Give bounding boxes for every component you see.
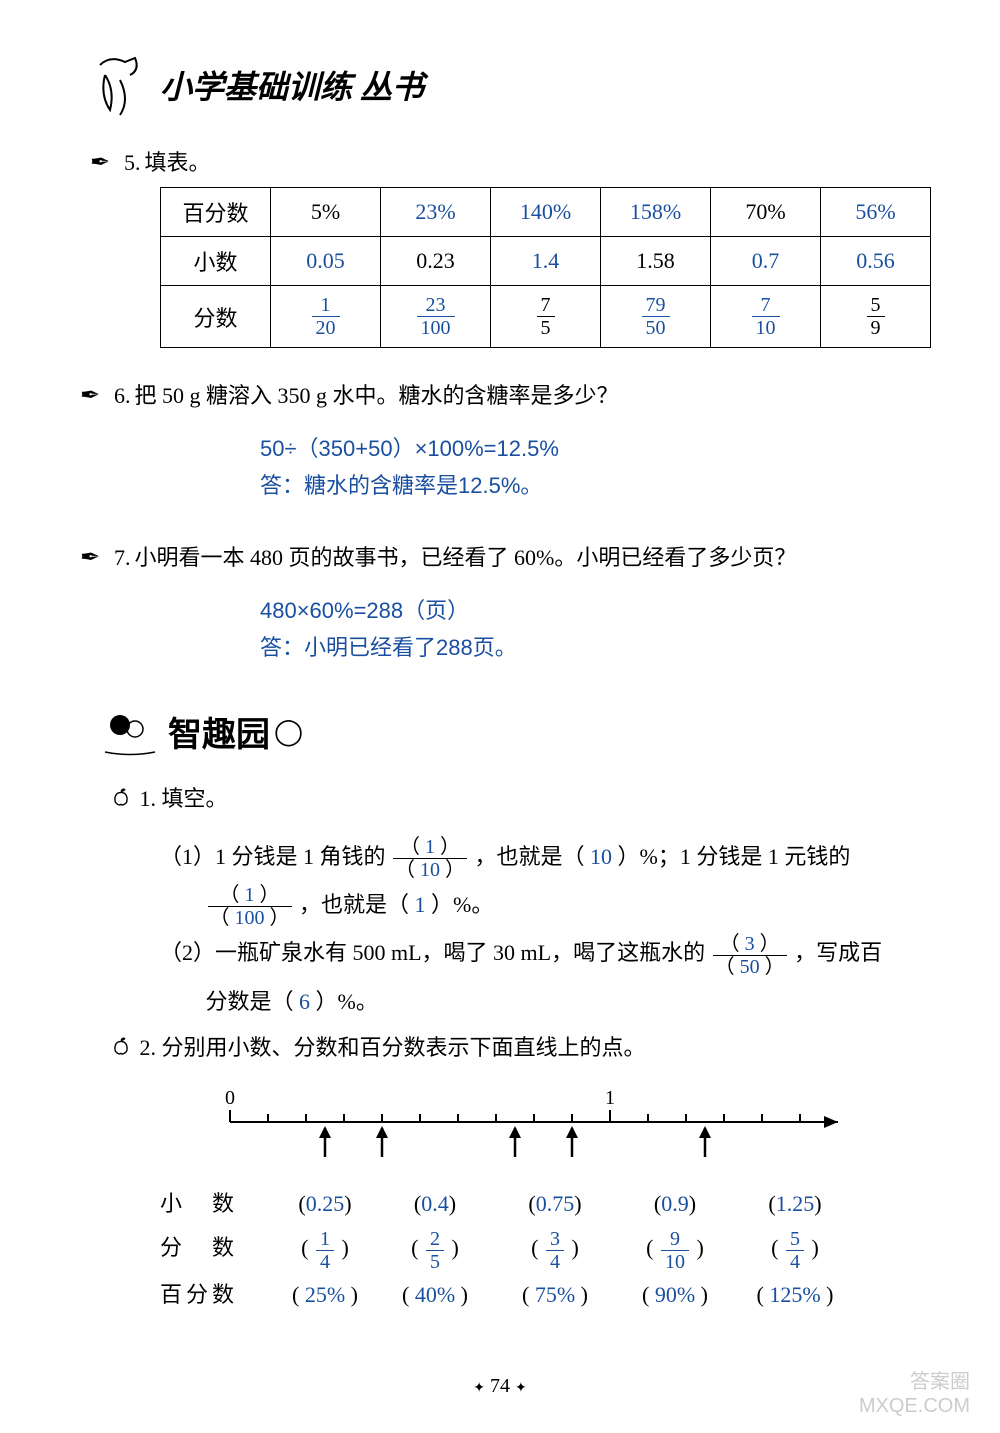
q6-answer-line1: 50÷（350+50）×100%=12.5% bbox=[260, 430, 940, 467]
s1p2-frac: （ 3 ）（ 50 ） bbox=[713, 933, 787, 978]
table-cell: 70% bbox=[711, 188, 821, 237]
s1p1-a: （1）1 分钱是 1 角钱的 bbox=[160, 844, 391, 869]
s1p2-v: 6 bbox=[299, 989, 310, 1014]
s1p1-v2: 1 bbox=[415, 892, 426, 917]
q5-number: 5. bbox=[124, 150, 141, 175]
table-row-label: 小数 bbox=[161, 237, 271, 286]
nl-decimal-cell: (1.25) bbox=[730, 1182, 860, 1226]
s1p1-frac1: （ 1 ）（ 10 ） bbox=[393, 836, 467, 881]
q5-label: 填表。 bbox=[145, 150, 211, 175]
s1p2-d: ）%。 bbox=[310, 989, 378, 1014]
table-cell: 0.56 bbox=[821, 237, 931, 286]
q5-table: 百分数5%23%140%158%70%56%小数0.050.231.41.580… bbox=[160, 187, 940, 348]
q7-text: 小明看一本 480 页的故事书，已经看了 60%。小明已经看了多少页？ bbox=[135, 545, 797, 570]
q6-answer-line2: 答：糖水的含糖率是12.5%。 bbox=[260, 467, 940, 504]
table-cell: 158% bbox=[601, 188, 711, 237]
s1p1-d: ，也就是（ bbox=[299, 892, 415, 917]
section-circle-icon: ◯ bbox=[274, 717, 303, 747]
nl-percent-cell: ( 75% ) bbox=[490, 1273, 620, 1317]
bullet-icon: ✒ bbox=[80, 381, 110, 410]
question-5: ✒ 5. 填表。 bbox=[90, 145, 940, 177]
s1-p1: （1）1 分钱是 1 角钱的 （ 1 ）（ 10 ） ，也就是（ 10 ）%；1… bbox=[160, 833, 940, 930]
s2-number: 2. bbox=[140, 1035, 157, 1060]
apple-icon bbox=[110, 779, 134, 823]
section-q1: 1. 填空。 bbox=[110, 777, 940, 823]
nl-decimal-cell: (0.25) bbox=[270, 1182, 380, 1226]
section-decoration-icon bbox=[100, 707, 160, 757]
question-6: ✒ 6. 把 50 g 糖溶入 350 g 水中。糖水的含糖率是多少？ bbox=[80, 378, 940, 410]
section-q2: 2. 分别用小数、分数和百分数表示下面直线上的点。 bbox=[110, 1026, 940, 1072]
q6-answer: 50÷（350+50）×100%=12.5% 答：糖水的含糖率是12.5%。 bbox=[260, 430, 940, 505]
nl-decimal-cell: (0.75) bbox=[490, 1182, 620, 1226]
s1p1-b: ，也就是（ bbox=[475, 844, 591, 869]
table-cell: 59 bbox=[821, 286, 931, 348]
nl-fraction-cell: ( 54 ) bbox=[730, 1226, 860, 1272]
nl-decimal-cell: (0.9) bbox=[620, 1182, 730, 1226]
table-cell: 23100 bbox=[381, 286, 491, 348]
page-number: ✦ 74 ✦ bbox=[473, 1375, 526, 1398]
s1p2-c: 分数是（ bbox=[206, 989, 300, 1014]
number-line-table: 小 数(0.25)(0.4)(0.75)(0.9)(1.25)分 数( 14 )… bbox=[160, 1182, 940, 1316]
nl-percent-cell: ( 125% ) bbox=[730, 1273, 860, 1317]
table-cell: 120 bbox=[271, 286, 381, 348]
table-cell: 56% bbox=[821, 188, 931, 237]
s1-number: 1. bbox=[140, 786, 157, 811]
table-cell: 1.58 bbox=[601, 237, 711, 286]
nl-decimal-cell: (0.4) bbox=[380, 1182, 490, 1226]
q6-number: 6. bbox=[114, 383, 131, 408]
nl-percent-cell: ( 40% ) bbox=[380, 1273, 490, 1317]
page-header: 小学基础训练 丛书 bbox=[90, 50, 940, 120]
table-cell: 0.05 bbox=[271, 237, 381, 286]
number-line: 01 bbox=[190, 1082, 940, 1177]
svg-text:1: 1 bbox=[605, 1087, 615, 1109]
s2-label: 分别用小数、分数和百分数表示下面直线上的点。 bbox=[162, 1035, 646, 1060]
q7-answer-line1: 480×60%=288（页） bbox=[260, 592, 940, 629]
nl-fraction-cell: ( 25 ) bbox=[380, 1226, 490, 1272]
table-cell: 7950 bbox=[601, 286, 711, 348]
watermark: 答案圈 MXQE.COM bbox=[859, 1370, 970, 1418]
bullet-icon: ✒ bbox=[80, 543, 110, 572]
table-cell: 1.4 bbox=[491, 237, 601, 286]
q7-answer: 480×60%=288（页） 答：小明已经看了288页。 bbox=[260, 592, 940, 667]
table-cell: 0.23 bbox=[381, 237, 491, 286]
header-decoration-icon bbox=[90, 50, 150, 120]
table-cell: 710 bbox=[711, 286, 821, 348]
table-cell: 75 bbox=[491, 286, 601, 348]
section-title: 智趣园 bbox=[168, 707, 270, 756]
section-header: 智趣园 ◯ bbox=[100, 707, 940, 757]
q7-number: 7. bbox=[114, 545, 131, 570]
s1-label: 填空。 bbox=[162, 786, 228, 811]
nl-fraction-cell: ( 910 ) bbox=[620, 1226, 730, 1272]
s1p1-v1: 10 bbox=[590, 844, 612, 869]
header-title: 小学基础训练 丛书 bbox=[160, 62, 424, 108]
question-7: ✒ 7. 小明看一本 480 页的故事书，已经看了 60%。小明已经看了多少页？ bbox=[80, 540, 940, 572]
s1p1-c: ）%；1 分钱是 1 元钱的 bbox=[612, 844, 850, 869]
apple-icon bbox=[110, 1028, 134, 1072]
bullet-icon: ✒ bbox=[90, 148, 120, 177]
table-cell: 5% bbox=[271, 188, 381, 237]
q6-text: 把 50 g 糖溶入 350 g 水中。糖水的含糖率是多少？ bbox=[135, 383, 619, 408]
svg-text:0: 0 bbox=[225, 1087, 235, 1109]
nl-fraction-cell: ( 14 ) bbox=[270, 1226, 380, 1272]
table-cell: 23% bbox=[381, 188, 491, 237]
s1p2-a: （2）一瓶矿泉水有 500 mL，喝了 30 mL，喝了这瓶水的 bbox=[160, 940, 711, 965]
watermark-l1: 答案圈 bbox=[859, 1370, 970, 1394]
s1-p2: （2）一瓶矿泉水有 500 mL，喝了 30 mL，喝了这瓶水的 （ 3 ）（ … bbox=[160, 929, 940, 1026]
nl-fraction-cell: ( 34 ) bbox=[490, 1226, 620, 1272]
table-cell: 0.7 bbox=[711, 237, 821, 286]
watermark-l2: MXQE.COM bbox=[859, 1394, 970, 1418]
s1p2-b: ，写成百 bbox=[794, 940, 882, 965]
q7-answer-line2: 答：小明已经看了288页。 bbox=[260, 629, 940, 666]
s1p1-e: ）%。 bbox=[426, 892, 494, 917]
nl-percent-cell: ( 25% ) bbox=[270, 1273, 380, 1317]
table-cell: 140% bbox=[491, 188, 601, 237]
nl-percent-cell: ( 90% ) bbox=[620, 1273, 730, 1317]
table-row-label: 百分数 bbox=[161, 188, 271, 237]
s1p1-frac2: （ 1 ）（ 100 ） bbox=[208, 884, 292, 929]
table-row-label: 分数 bbox=[161, 286, 271, 348]
